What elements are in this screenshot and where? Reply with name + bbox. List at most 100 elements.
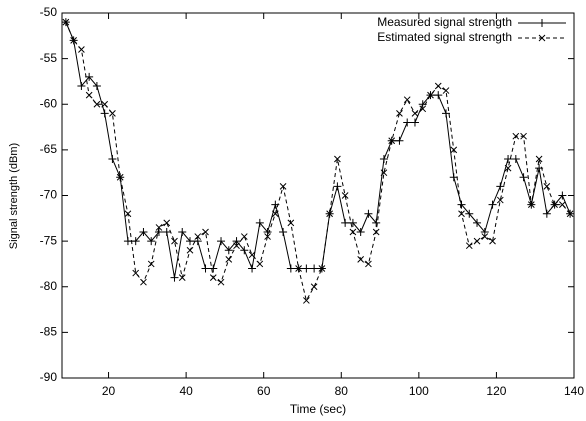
x-tick-label: 80 xyxy=(335,384,349,398)
point xyxy=(287,219,295,227)
point xyxy=(209,274,217,281)
point xyxy=(162,228,171,236)
point xyxy=(318,265,326,272)
point xyxy=(434,82,442,90)
point xyxy=(403,118,412,127)
point xyxy=(410,118,419,127)
point xyxy=(357,256,365,263)
point xyxy=(217,278,225,286)
point xyxy=(356,228,365,236)
point xyxy=(341,218,350,227)
point xyxy=(496,182,505,191)
point xyxy=(457,200,466,209)
y-tick-label: -50 xyxy=(40,5,58,19)
point xyxy=(100,109,109,118)
point xyxy=(403,96,411,104)
x-tick-label: 140 xyxy=(564,384,584,398)
point xyxy=(194,233,202,240)
point xyxy=(519,173,528,182)
point xyxy=(202,228,209,236)
point xyxy=(209,264,218,273)
point xyxy=(132,269,140,277)
point xyxy=(504,155,513,163)
point xyxy=(178,274,186,281)
y-tick-label: -55 xyxy=(40,51,58,65)
point xyxy=(240,246,249,255)
point xyxy=(248,264,257,273)
point xyxy=(449,173,458,182)
plot-frame xyxy=(61,12,575,379)
point xyxy=(543,183,551,190)
point xyxy=(310,264,319,273)
point xyxy=(147,260,155,268)
point xyxy=(489,237,496,245)
point xyxy=(163,219,171,227)
point xyxy=(248,251,256,259)
point xyxy=(123,237,132,246)
y-tick-label: -70 xyxy=(40,188,58,202)
point xyxy=(527,201,535,208)
point xyxy=(566,210,574,218)
x-axis-title: Time (sec) xyxy=(290,402,346,416)
x-tick-label: 100 xyxy=(409,384,429,398)
point xyxy=(520,132,527,140)
point xyxy=(333,182,342,191)
point xyxy=(504,164,512,172)
point xyxy=(171,237,178,245)
point xyxy=(139,228,148,236)
point xyxy=(279,228,288,236)
point xyxy=(62,18,70,26)
point xyxy=(147,237,156,246)
point xyxy=(271,210,279,218)
point xyxy=(140,278,147,286)
point xyxy=(109,110,116,117)
point xyxy=(310,283,318,291)
point xyxy=(334,155,341,163)
point xyxy=(473,218,482,227)
point xyxy=(101,100,109,108)
point xyxy=(186,246,194,254)
point xyxy=(364,209,373,218)
point xyxy=(279,183,287,190)
x-tick-label: 60 xyxy=(257,384,271,398)
point xyxy=(193,237,202,246)
point xyxy=(372,218,381,227)
point xyxy=(264,233,271,240)
y-tick-label: -80 xyxy=(40,279,58,293)
y-tick-label: -90 xyxy=(40,370,58,384)
point xyxy=(116,173,124,181)
point xyxy=(77,82,86,90)
point xyxy=(372,228,380,236)
point xyxy=(512,132,520,140)
point xyxy=(186,237,194,246)
point xyxy=(263,228,272,236)
point xyxy=(388,137,396,145)
point xyxy=(326,210,333,218)
point xyxy=(465,209,474,218)
legend-marker xyxy=(538,19,546,27)
point xyxy=(341,192,349,199)
point xyxy=(380,169,388,177)
y-tick-label: -75 xyxy=(40,233,58,247)
x-tick-label: 40 xyxy=(179,384,193,398)
y-axis-title: Signal strength (dBm) xyxy=(8,143,20,249)
point xyxy=(434,91,443,100)
series-line xyxy=(65,21,571,302)
point xyxy=(178,228,187,236)
point xyxy=(396,110,403,117)
point xyxy=(559,201,566,208)
point xyxy=(233,242,240,250)
point xyxy=(170,273,179,282)
point xyxy=(496,196,504,204)
point xyxy=(488,200,497,209)
point xyxy=(427,91,434,99)
point xyxy=(442,109,450,118)
point xyxy=(558,191,567,200)
point xyxy=(419,105,427,113)
point xyxy=(131,237,140,246)
point xyxy=(201,264,210,273)
point xyxy=(232,237,241,246)
point xyxy=(124,210,132,218)
x-tick-label: 20 xyxy=(102,384,116,398)
